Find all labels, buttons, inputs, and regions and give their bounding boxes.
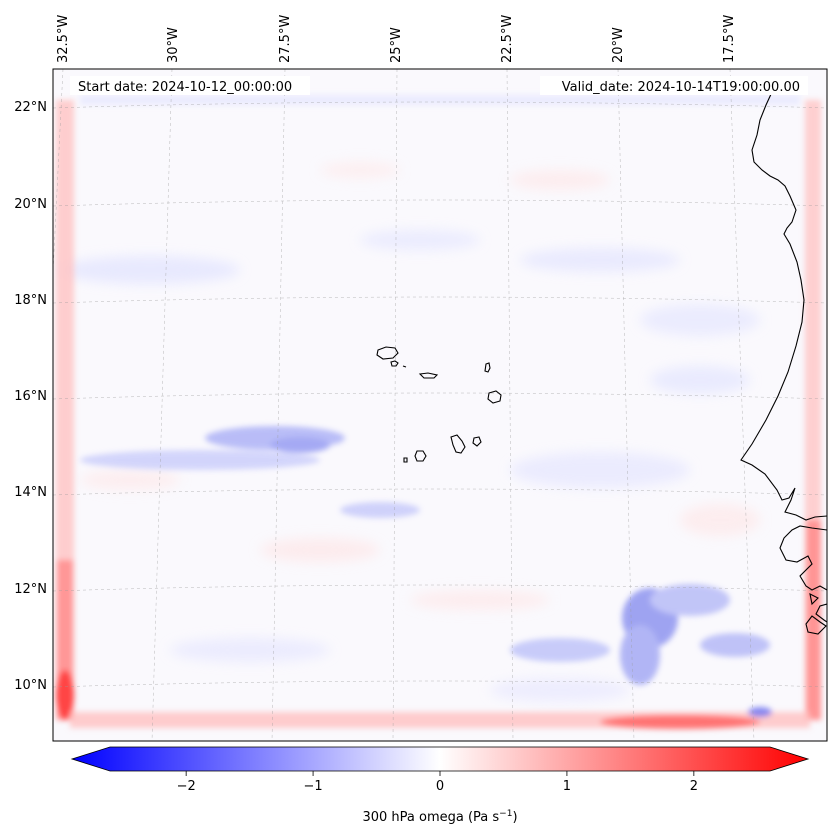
colorbar-tick-label: 2: [690, 779, 698, 794]
colorbar-tick-label: 1: [563, 779, 571, 794]
lat-label: 20°N: [14, 197, 47, 212]
map-frame: [52, 68, 828, 742]
omega-field: [53, 69, 827, 741]
lat-label: 12°N: [14, 582, 47, 597]
colorbar-tick-label: 0: [436, 779, 444, 794]
lat-label: 16°N: [14, 389, 47, 404]
lat-label: 18°N: [14, 293, 47, 308]
west-africa-coastline: [740, 81, 827, 635]
lon-label: 20°W: [611, 27, 626, 63]
lon-label: 27.5°W: [278, 15, 293, 63]
colorbar-ticks: −2 −1 0 1 2: [177, 771, 698, 794]
lat-label: 10°N: [14, 678, 47, 693]
cape-verde-islands: [376, 346, 502, 463]
latitude-labels: 22°N 20°N 18°N 16°N 14°N 12°N 10°N: [14, 100, 47, 693]
colorbar-tick-label: −1: [303, 779, 322, 794]
colorbar-body: [70, 746, 810, 772]
lon-label: 25°W: [389, 27, 404, 63]
map-background: [53, 69, 827, 741]
valid-date-label: Valid_date: 2024-10-14T19:00:00.00: [562, 80, 800, 95]
lon-label: 30°W: [166, 27, 181, 63]
lon-label: 17.5°W: [722, 15, 737, 63]
map-panel: Start date: 2024-10-12_00:00:00 Valid_da…: [52, 68, 828, 742]
colorbar-tick-label: −2: [177, 779, 196, 794]
start-date-label: Start date: 2024-10-12_00:00:00: [78, 80, 292, 95]
colorbar-label: 300 hPa omega (Pa s−1): [362, 809, 517, 825]
lat-label: 14°N: [14, 485, 47, 500]
longitude-labels: 32.5°W 30°W 27.5°W 25°W 22.5°W 20°W 17.5…: [56, 15, 737, 63]
colorbar: −2 −1 0 1 2 300 hPa omega (Pa s−1): [70, 746, 810, 825]
lon-label: 22.5°W: [500, 15, 515, 63]
lon-label: 32.5°W: [56, 15, 71, 63]
lat-label: 22°N: [14, 100, 47, 115]
graticule: [53, 69, 827, 741]
